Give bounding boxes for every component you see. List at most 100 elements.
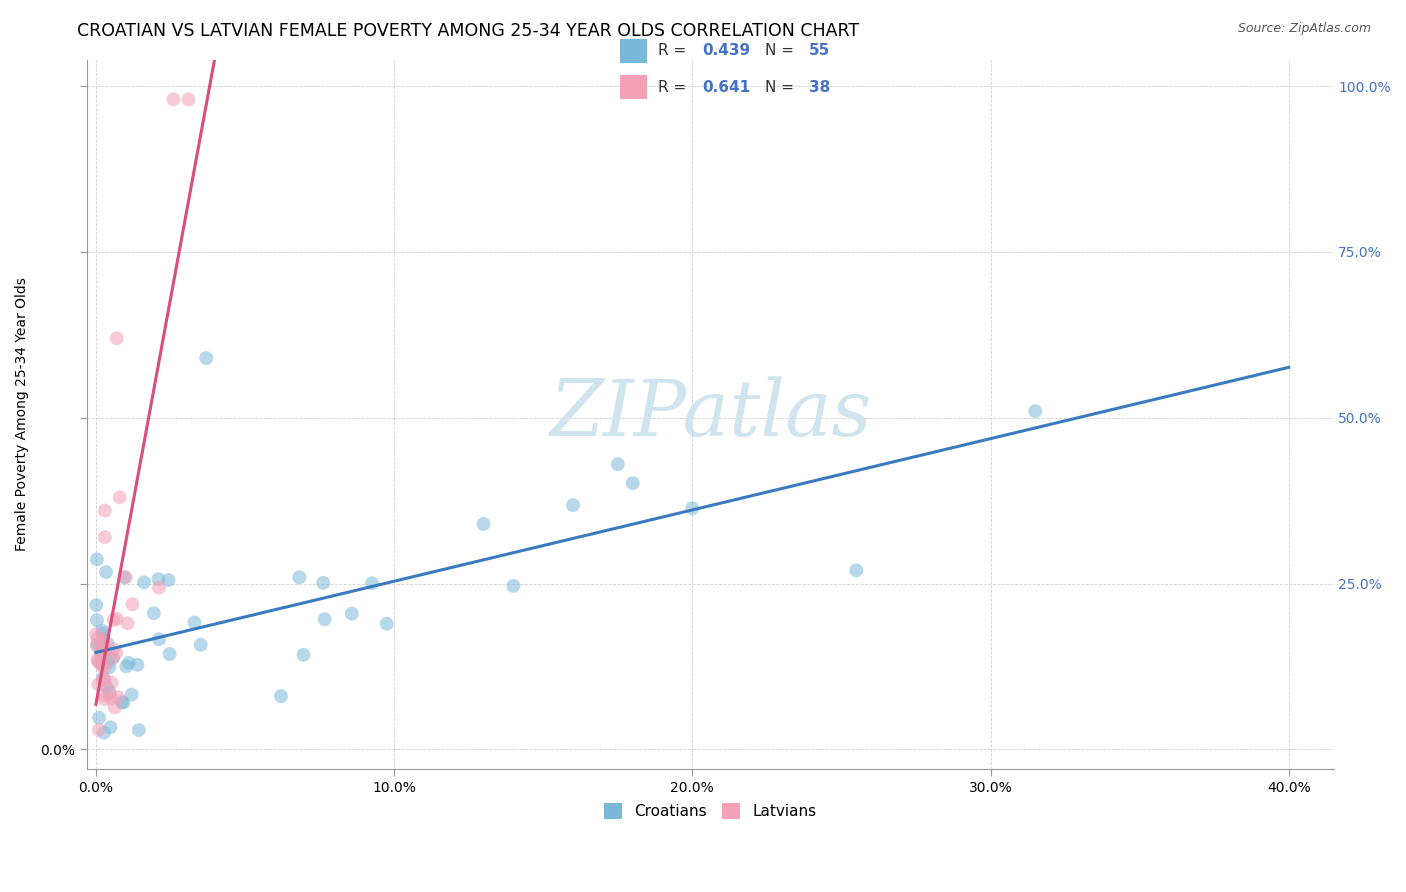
- Point: [90, 659, 112, 673]
- Point: [502, 579, 524, 593]
- Point: [107, 690, 129, 705]
- Point: [118, 656, 141, 670]
- Text: 55: 55: [808, 43, 831, 58]
- Point: [142, 607, 165, 621]
- Point: [96, 655, 118, 669]
- Text: ZIPatlas: ZIPatlas: [548, 376, 872, 452]
- Point: [162, 92, 184, 106]
- Point: [94, 642, 117, 657]
- Point: [157, 573, 180, 587]
- Point: [90, 657, 112, 671]
- Point: [606, 457, 628, 471]
- Point: [195, 351, 218, 365]
- Point: [86, 639, 108, 653]
- Point: [681, 501, 703, 516]
- Point: [89, 654, 111, 668]
- Text: R =: R =: [658, 43, 686, 58]
- Point: [91, 671, 114, 685]
- Point: [100, 675, 122, 690]
- Point: [103, 613, 125, 627]
- Point: [105, 646, 128, 660]
- Point: [127, 657, 149, 672]
- Text: N =: N =: [765, 79, 794, 95]
- Point: [94, 503, 117, 517]
- Point: [90, 644, 112, 658]
- Point: [87, 677, 110, 691]
- Point: [562, 498, 585, 512]
- Point: [86, 552, 108, 566]
- Point: [98, 660, 121, 674]
- Point: [270, 689, 292, 703]
- Point: [117, 616, 139, 631]
- Point: [96, 680, 118, 694]
- Point: [104, 700, 127, 714]
- Text: 0.439: 0.439: [702, 43, 751, 58]
- Point: [115, 659, 138, 673]
- Point: [87, 723, 110, 737]
- Point: [84, 598, 107, 612]
- Point: [91, 632, 114, 647]
- Point: [87, 655, 110, 669]
- Point: [340, 607, 363, 621]
- Point: [148, 581, 170, 595]
- Legend: Croatians, Latvians: Croatians, Latvians: [598, 797, 823, 825]
- Point: [177, 92, 200, 106]
- Point: [110, 695, 132, 709]
- Point: [93, 636, 115, 650]
- Point: [98, 651, 121, 665]
- Point: [94, 565, 117, 579]
- Point: [845, 563, 868, 577]
- Point: [128, 723, 150, 738]
- Point: [100, 720, 122, 734]
- Point: [288, 570, 311, 584]
- Point: [94, 530, 117, 544]
- Point: [91, 626, 114, 640]
- Text: N =: N =: [765, 43, 794, 58]
- Point: [91, 632, 114, 646]
- Point: [312, 575, 335, 590]
- Text: 0.641: 0.641: [702, 79, 751, 95]
- Point: [101, 650, 124, 665]
- Point: [89, 637, 111, 651]
- Point: [114, 570, 136, 584]
- Text: 38: 38: [808, 79, 831, 95]
- Point: [100, 691, 122, 706]
- Point: [621, 476, 644, 491]
- Point: [183, 615, 205, 630]
- Point: [86, 613, 108, 627]
- Text: R =: R =: [658, 79, 686, 95]
- Point: [93, 725, 115, 739]
- Point: [105, 331, 128, 345]
- Point: [87, 711, 110, 725]
- Point: [84, 627, 107, 641]
- Point: [90, 644, 112, 658]
- Point: [159, 647, 181, 661]
- Point: [86, 652, 108, 666]
- Point: [94, 692, 117, 706]
- Point: [103, 641, 125, 656]
- Point: [98, 687, 121, 701]
- Point: [132, 575, 155, 590]
- Point: [91, 624, 114, 638]
- Point: [105, 612, 128, 626]
- Point: [86, 632, 108, 646]
- Bar: [620, 75, 647, 99]
- Point: [148, 632, 170, 647]
- Point: [93, 660, 115, 674]
- Point: [190, 638, 212, 652]
- Point: [97, 637, 120, 651]
- Point: [112, 696, 135, 710]
- Point: [292, 648, 315, 662]
- Y-axis label: Female Poverty Among 25-34 Year Olds: Female Poverty Among 25-34 Year Olds: [15, 277, 30, 551]
- Text: CROATIAN VS LATVIAN FEMALE POVERTY AMONG 25-34 YEAR OLDS CORRELATION CHART: CROATIAN VS LATVIAN FEMALE POVERTY AMONG…: [77, 22, 859, 40]
- Point: [93, 688, 115, 702]
- Point: [472, 516, 495, 531]
- Point: [98, 685, 121, 699]
- Point: [114, 570, 136, 584]
- Point: [1024, 404, 1046, 418]
- Point: [121, 688, 143, 702]
- Point: [314, 612, 336, 626]
- Point: [91, 673, 114, 687]
- Point: [121, 598, 143, 612]
- Point: [101, 651, 124, 665]
